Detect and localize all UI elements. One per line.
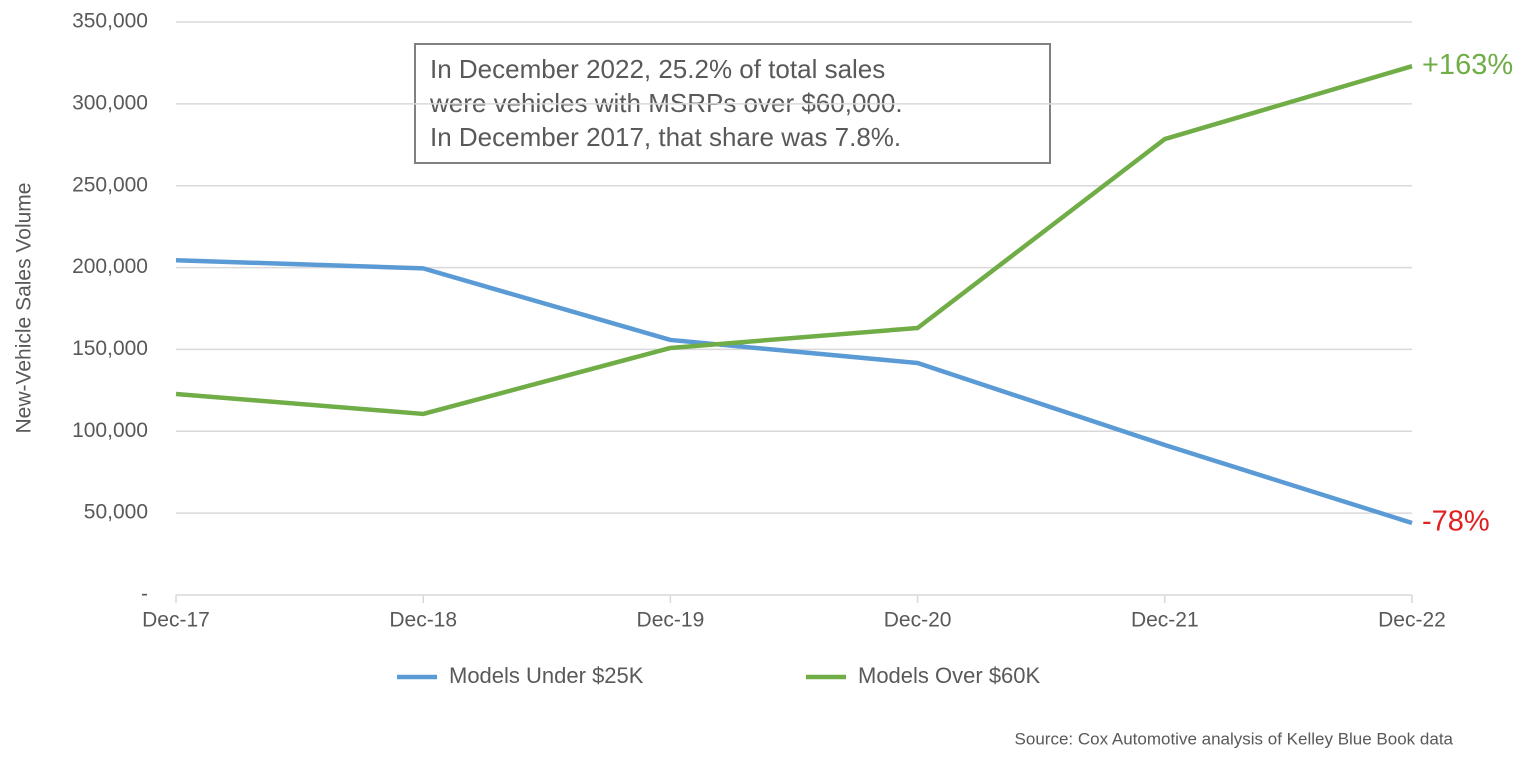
y-tick-label: 350,000 — [72, 10, 148, 33]
x-tick-label: Dec-17 — [142, 609, 210, 632]
x-tick-label: Dec-18 — [389, 609, 457, 632]
y-tick-label: 150,000 — [72, 337, 148, 360]
series-line — [175, 64, 1413, 417]
source: Source: Cox Automotive analysis of Kelle… — [1015, 729, 1454, 748]
legend-label: Models Under $25K — [449, 663, 644, 688]
x-tick-label: Dec-20 — [884, 609, 952, 632]
y-axis-label: New-Vehicle Sales Volume — [13, 183, 36, 434]
annotation-line: In December 2017, that share was 7.8%. — [430, 122, 901, 152]
annotation-line: In December 2022, 25.2% of total sales — [430, 54, 885, 84]
y-tick-label: - — [141, 583, 148, 606]
annotation-line: were vehicles with MSRPs over $60,000. — [429, 88, 903, 118]
y-tick-label: 300,000 — [72, 91, 148, 114]
x-tick-label: Dec-19 — [637, 609, 705, 632]
y-tick-label: 50,000 — [84, 501, 148, 524]
y-tick-label: 250,000 — [72, 173, 148, 196]
y-tick-label: 200,000 — [72, 255, 148, 278]
series-line — [175, 257, 1413, 526]
legend-label: Models Over $60K — [858, 663, 1041, 688]
x-tick-label: Dec-21 — [1131, 609, 1199, 632]
end-label: -78% — [1422, 506, 1490, 538]
y-tick-label: 100,000 — [72, 419, 148, 442]
x-tick-label: Dec-22 — [1378, 609, 1446, 632]
end-label: +163% — [1422, 49, 1513, 81]
